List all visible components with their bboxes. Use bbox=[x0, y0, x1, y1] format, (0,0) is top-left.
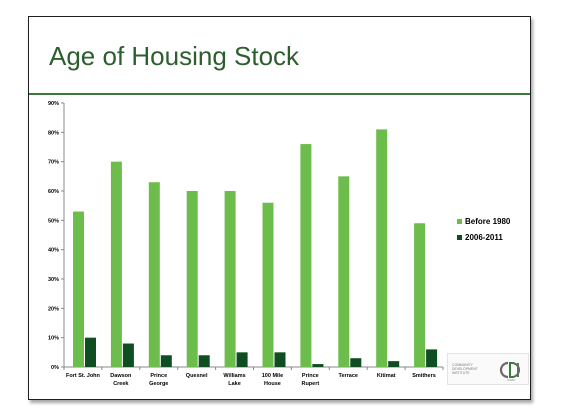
chart-legend: Before 1980 2006-2011 bbox=[457, 213, 510, 245]
x-tick-label: Prince Rupert bbox=[301, 373, 319, 387]
y-tick-label: 10% bbox=[48, 336, 59, 342]
bar-before-1980 bbox=[110, 161, 122, 367]
x-tick-label: Kitimat bbox=[377, 373, 396, 379]
bar-before-1980 bbox=[376, 129, 388, 367]
bar-before-1980 bbox=[73, 211, 84, 367]
y-tick-label: 90% bbox=[48, 101, 59, 107]
bar-2006-2011 bbox=[236, 352, 248, 367]
bar-2006-2011 bbox=[350, 358, 362, 367]
bar-2006-2011 bbox=[160, 355, 172, 367]
bar-2006-2011 bbox=[312, 364, 324, 367]
legend-swatch-before-1980 bbox=[457, 218, 462, 224]
legend-item-2006-2011: 2006-2011 bbox=[457, 229, 510, 245]
x-tick-label: Dawson Creek bbox=[110, 373, 132, 387]
bar-before-1980 bbox=[300, 144, 312, 367]
cdi-logo-mark bbox=[499, 361, 520, 379]
bar-2006-2011 bbox=[426, 349, 438, 367]
legend-label-before-1980: Before 1980 bbox=[465, 216, 511, 226]
x-tick-label: Williams Lake bbox=[223, 373, 245, 387]
x-tick-label: 100 Mile House bbox=[262, 373, 283, 387]
y-tick-label: 20% bbox=[48, 306, 59, 312]
x-tick-label: Smithers bbox=[412, 373, 436, 379]
y-tick-label: 30% bbox=[48, 277, 59, 283]
x-tick-label: Terrace bbox=[339, 373, 358, 379]
cdi-logo: COMMUNITY DEVELOPMENT INSTITUTE UNBC bbox=[447, 353, 529, 385]
bar-before-1980 bbox=[224, 191, 236, 367]
bar-before-1980 bbox=[414, 223, 426, 367]
bar-2006-2011 bbox=[388, 361, 400, 367]
bar-before-1980 bbox=[338, 176, 350, 367]
slide-title: Age of Housing Stock bbox=[49, 41, 300, 71]
bar-chart: 0% 10% 20% 30% 40% 50% 60% 70% 80% 90% Fort St. Jo… bbox=[48, 101, 444, 387]
y-tick-label: 70% bbox=[48, 160, 59, 166]
y-tick-label: 50% bbox=[48, 218, 59, 224]
title-divider bbox=[29, 93, 530, 95]
bar-2006-2011 bbox=[198, 355, 210, 367]
bar-2006-2011 bbox=[274, 352, 286, 367]
legend-item-before-1980: Before 1980 bbox=[457, 213, 510, 229]
x-tick-label: Prince George bbox=[149, 373, 168, 387]
legend-swatch-2006-2011 bbox=[457, 234, 462, 240]
bar-before-1980 bbox=[148, 182, 160, 367]
x-tick-label: Quesnel bbox=[186, 373, 208, 379]
legend-label-2006-2011: 2006-2011 bbox=[465, 232, 503, 242]
bar-2006-2011 bbox=[85, 337, 96, 367]
bar-before-1980 bbox=[186, 191, 198, 367]
slide: Age of Housing Stock 0% 10% 20% 30% 40% 50% 60… bbox=[28, 16, 531, 400]
y-tick-label: 0% bbox=[51, 365, 59, 371]
y-tick-label: 40% bbox=[48, 248, 59, 254]
bar-2006-2011 bbox=[122, 343, 134, 367]
logo-sub: UNBC bbox=[507, 378, 516, 382]
y-tick-label: 60% bbox=[48, 189, 59, 195]
x-tick-label: Fort St. John bbox=[66, 373, 101, 379]
y-tick-label: 80% bbox=[48, 130, 59, 136]
bar-before-1980 bbox=[262, 202, 274, 367]
logo-text: COMMUNITY DEVELOPMENT INSTITUTE bbox=[452, 363, 478, 375]
